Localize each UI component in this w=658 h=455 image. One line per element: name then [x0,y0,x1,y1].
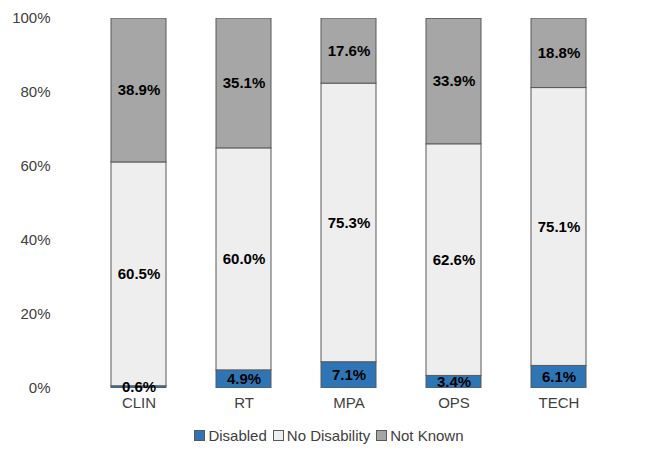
svg-text:0.6%: 0.6% [122,378,156,395]
svg-text:0%: 0% [29,379,51,396]
svg-text:33.9%: 33.9% [433,72,476,89]
svg-text:20%: 20% [20,305,50,322]
svg-text:7.1%: 7.1% [332,366,366,383]
svg-text:80%: 80% [20,83,50,100]
svg-text:RT: RT [234,394,254,411]
svg-text:62.6%: 62.6% [433,251,476,268]
svg-text:6.1%: 6.1% [542,368,576,385]
svg-text:35.1%: 35.1% [223,74,266,91]
svg-text:75.3%: 75.3% [328,214,371,231]
svg-text:MPA: MPA [333,394,364,411]
svg-text:60.5%: 60.5% [118,265,161,282]
svg-text:17.6%: 17.6% [328,42,371,59]
html-text:Disabled: Disabled [208,426,267,444]
svg-text:75.1%: 75.1% [538,218,581,235]
html-text:Not Known: Not Known [390,426,464,444]
svg-text:CLIN: CLIN [122,394,156,411]
svg-text:60.0%: 60.0% [223,250,266,267]
svg-text:4.9%: 4.9% [227,370,261,387]
svg-text:60%: 60% [20,157,50,174]
html-text:No Disability: No Disability [286,426,371,444]
svg-text:TECH: TECH [539,394,580,411]
svg-text:40%: 40% [20,231,50,248]
svg-text:OPS: OPS [438,394,470,411]
svg-text:38.9%: 38.9% [118,81,161,98]
svg-text:3.4%: 3.4% [437,373,471,390]
svg-text:18.8%: 18.8% [538,44,581,61]
svg-text:100%: 100% [12,9,50,26]
